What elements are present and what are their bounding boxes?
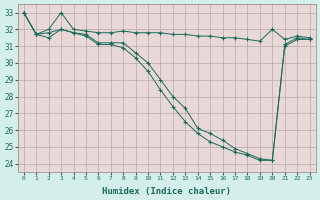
X-axis label: Humidex (Indice chaleur): Humidex (Indice chaleur) <box>102 187 231 196</box>
